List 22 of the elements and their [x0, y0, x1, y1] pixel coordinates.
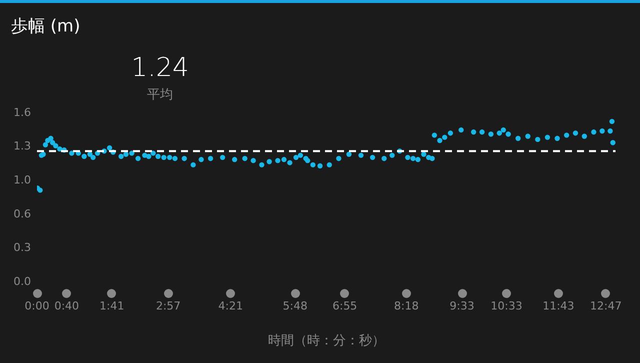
x-tick-label: 12:47 — [590, 300, 622, 313]
x-tick-label: 2:57 — [156, 300, 181, 313]
x-tick-label: 0:00 — [24, 300, 50, 313]
x-tick-label: 5:48 — [282, 300, 308, 313]
x-tick-label: 9:33 — [450, 300, 474, 313]
x-tick-label: 11:43 — [542, 300, 574, 313]
x-axis-title: 時間（時：分：秒） — [268, 334, 385, 349]
chart-title: 歩幅 (m) — [11, 16, 80, 36]
text: 平均 — [147, 87, 173, 102]
x-tick-label: 0:40 — [54, 300, 80, 313]
y-tick-label: 0.0 — [14, 275, 31, 288]
x-tick-label: 4:21 — [218, 300, 243, 313]
y-tick-label: 0.3 — [14, 241, 31, 254]
x-tick-label: 6:55 — [332, 300, 358, 313]
x-tick-label: 1:41 — [100, 300, 124, 313]
y-tick-label: 1.0 — [14, 174, 31, 187]
x-tick-label: 8:18 — [394, 300, 419, 313]
y-tick-label: 0.6 — [14, 207, 31, 220]
text: 1.24 — [131, 52, 189, 83]
y-tick-label: 1.3 — [14, 140, 31, 153]
y-tick-label: 1.6 — [14, 106, 31, 119]
x-tick-label: 10:33 — [490, 300, 522, 313]
